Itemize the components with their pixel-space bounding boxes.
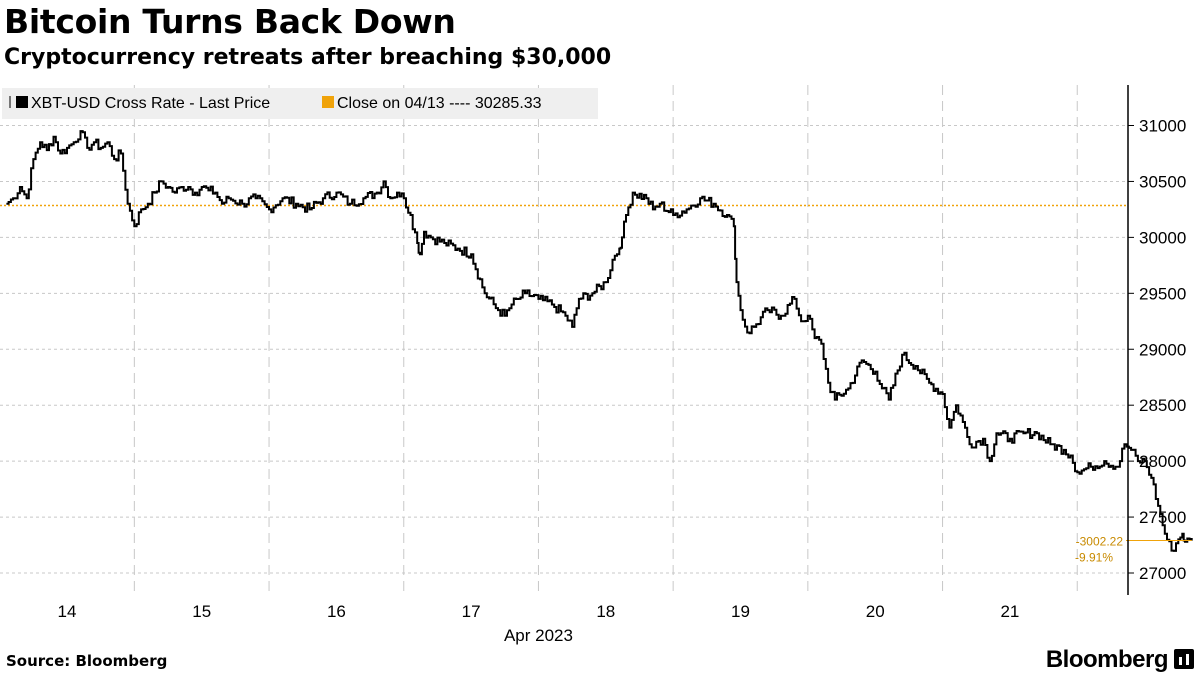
axis-layer: 27000 27500 28000 28500 29000 29500 30000 30500… <box>58 85 1186 645</box>
series-layer <box>6 130 1193 552</box>
brand-logo: Bloomberg <box>1045 646 1169 673</box>
end-percent-label: -9.91% <box>1075 551 1113 565</box>
y-tick-label: 28500 <box>1139 396 1186 415</box>
x-tick-label: 14 <box>58 602 77 621</box>
y-tick-label: 27000 <box>1139 564 1186 583</box>
legend: XBT-USD Cross Rate - Last Price Close on … <box>2 88 598 119</box>
end-change-label: -3002.22 <box>1076 535 1124 549</box>
x-tick-label: 15 <box>192 602 211 621</box>
legend-swatch-close <box>322 96 334 108</box>
series-line-xbt-usd <box>6 130 1193 552</box>
x-tick-label: 19 <box>731 602 750 621</box>
x-tick-label: 18 <box>596 602 615 621</box>
y-tick-label: 30000 <box>1139 228 1186 247</box>
y-tick-label: 29500 <box>1139 284 1186 303</box>
y-tick-label: 30500 <box>1139 172 1186 191</box>
x-tick-label: 16 <box>327 602 346 621</box>
x-tick-label: 21 <box>1000 602 1019 621</box>
chart-title: Bitcoin Turns Back Down <box>4 2 456 41</box>
legend-background <box>2 88 598 119</box>
x-tick-label: 17 <box>462 602 481 621</box>
y-tick-label: 27500 <box>1139 508 1186 527</box>
legend-label-close: Close on 04/13 ---- 30285.33 <box>337 95 542 112</box>
source-note: Source: Bloomberg <box>6 652 168 670</box>
legend-label-last-price: XBT-USD Cross Rate - Last Price <box>31 95 270 112</box>
y-tick-label: 28000 <box>1139 452 1186 471</box>
legend-pin-icon <box>9 96 11 108</box>
legend-swatch-last-price <box>16 96 28 108</box>
chart-subtitle: Cryptocurrency retreats after breaching … <box>4 45 612 70</box>
x-axis-month-label: Apr 2023 <box>504 626 573 645</box>
y-tick-label: 29000 <box>1139 340 1186 359</box>
bloomberg-icon <box>1174 649 1194 669</box>
grid-lines <box>0 85 1128 595</box>
y-tick-label: 31000 <box>1139 117 1186 136</box>
x-tick-label: 20 <box>866 602 885 621</box>
